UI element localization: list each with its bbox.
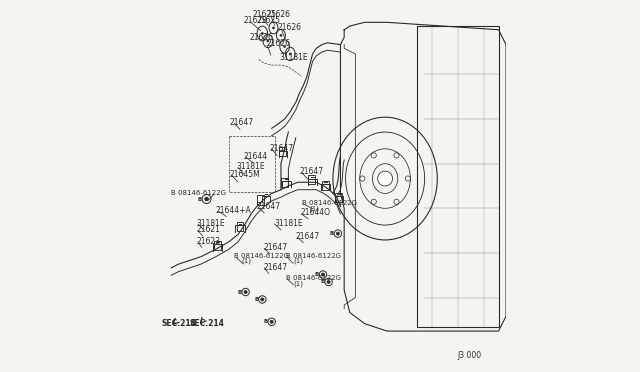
Text: 21626: 21626 [266, 10, 291, 19]
Text: (1): (1) [293, 258, 303, 264]
Text: 21647: 21647 [230, 118, 254, 127]
Text: J3 000: J3 000 [458, 351, 482, 360]
Circle shape [260, 298, 264, 301]
Text: 21644+A: 21644+A [215, 206, 251, 215]
Text: 21625: 21625 [252, 10, 276, 19]
Circle shape [327, 280, 330, 283]
Text: (1): (1) [310, 205, 319, 212]
Bar [335, 193, 342, 202]
Text: B 08146-6122G: B 08146-6122G [172, 190, 226, 196]
Text: 21647: 21647 [264, 263, 287, 272]
Text: 21626: 21626 [277, 23, 301, 32]
Text: 21644O: 21644O [301, 208, 331, 217]
Text: 21621: 21621 [196, 225, 220, 234]
Text: 31181E: 31181E [196, 219, 225, 228]
Text: B: B [197, 196, 202, 202]
Bar [214, 241, 221, 250]
Text: 21647: 21647 [264, 243, 287, 252]
Circle shape [267, 40, 269, 42]
Text: 21623: 21623 [196, 237, 221, 246]
Bar [282, 178, 288, 187]
Circle shape [378, 171, 392, 186]
Text: SEC.214: SEC.214 [162, 319, 196, 328]
Text: (1): (1) [241, 258, 251, 264]
Circle shape [280, 34, 282, 36]
Circle shape [336, 232, 340, 235]
Text: 21625: 21625 [257, 16, 281, 25]
Text: 21644: 21644 [244, 152, 268, 161]
Text: B: B [237, 289, 242, 295]
Bar [257, 196, 264, 205]
Text: B 08146-6122G: B 08146-6122G [302, 200, 357, 206]
Text: B: B [264, 319, 268, 324]
Circle shape [261, 32, 264, 35]
Text: 21647: 21647 [296, 232, 320, 241]
Text: 21647: 21647 [270, 144, 294, 153]
Circle shape [205, 197, 209, 201]
Text: 21647: 21647 [300, 167, 324, 176]
Text: B: B [315, 272, 319, 277]
Circle shape [273, 27, 275, 29]
Text: B: B [330, 231, 334, 236]
Circle shape [321, 273, 324, 276]
Bar [280, 147, 286, 156]
Bar [322, 181, 329, 190]
Circle shape [244, 290, 247, 294]
Circle shape [289, 53, 291, 55]
Text: 21647: 21647 [256, 202, 280, 211]
Text: 21645M: 21645M [230, 170, 260, 179]
Text: 31181E: 31181E [279, 53, 308, 62]
Text: 31181E: 31181E [275, 219, 303, 228]
Circle shape [270, 320, 273, 323]
Text: B: B [321, 279, 324, 285]
Text: 31181E: 31181E [236, 162, 265, 171]
Text: 21626: 21626 [266, 39, 290, 48]
Bar [308, 174, 315, 184]
Text: B 08146-6122G: B 08146-6122G [286, 275, 340, 281]
Text: SEC.214: SEC.214 [189, 319, 224, 328]
Circle shape [284, 45, 286, 48]
Text: (1): (1) [293, 280, 303, 287]
Bar [237, 221, 243, 231]
Text: 21623: 21623 [244, 16, 268, 25]
Text: B: B [254, 297, 259, 302]
Text: 21626: 21626 [250, 33, 273, 42]
Text: B 08146-6122G: B 08146-6122G [286, 253, 340, 259]
Text: B 08146-6122G: B 08146-6122G [234, 253, 289, 259]
Bar [417, 26, 499, 327]
